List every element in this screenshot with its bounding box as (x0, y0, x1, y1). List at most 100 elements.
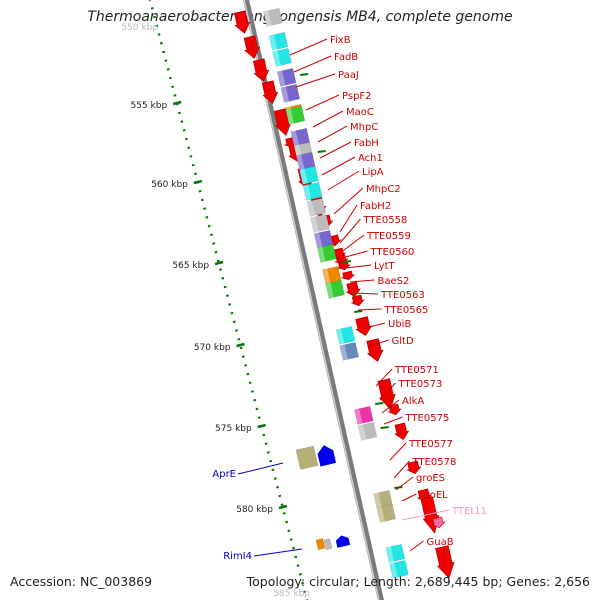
cog-block-shine (325, 282, 334, 299)
cog-block-shape (354, 405, 374, 425)
kbp-tick-label: 555 kbp (131, 101, 168, 111)
cog-block-18 (325, 279, 345, 299)
cog-block-shape (280, 83, 301, 103)
cog-block-shape (357, 421, 378, 441)
cog-block-shape (285, 105, 306, 125)
cog-block-shine (314, 232, 323, 249)
cog-block-shape (325, 279, 345, 299)
cog-block-shine (296, 154, 305, 171)
rimi4-cog-block-grey (323, 538, 333, 551)
gene-leader-line (321, 156, 356, 176)
genome-summary-text: Topology: circular; Length: 2,689,445 bp… (246, 574, 590, 589)
gene-leader-line (317, 125, 348, 143)
gene-leader-line (349, 279, 375, 283)
cog-block-16 (317, 243, 337, 263)
cog-block-shine (268, 34, 278, 51)
gene-leader-line (339, 234, 365, 254)
gene-arrow-shape (366, 338, 384, 362)
gene-leader-line-left (237, 462, 284, 475)
kbp-tick-label: 565 kbp (172, 261, 209, 271)
shape (317, 445, 337, 467)
trna-gene-arrow (431, 516, 446, 529)
gene-label-gltd: GltD (392, 336, 414, 347)
gene-label-tte0573: TTE0573 (398, 379, 443, 390)
gene-leader-line (375, 368, 393, 387)
cog-block-shape (276, 67, 297, 87)
gene-label-tte0563: TTE0563 (380, 290, 425, 301)
cog-block-shine (354, 408, 363, 425)
gene-arrow-shape (406, 460, 422, 475)
cog-block-shape (335, 325, 356, 345)
cog-block-shine (376, 506, 385, 523)
gene-arrow-shape (340, 270, 356, 281)
cog-block-shape (299, 165, 319, 185)
lane-tick-2 (317, 150, 326, 153)
kbp-tick-mark (278, 504, 288, 510)
forward-gene-17 (350, 294, 366, 307)
gene-leader-line (312, 110, 344, 128)
kbp-tick-label: 575 kbp (215, 424, 252, 434)
lane-tick-4 (354, 310, 363, 313)
lane-tick-7 (394, 486, 403, 489)
cog-block-shine (272, 50, 281, 67)
cog-block-25 (385, 543, 406, 563)
gene-label-rimi4: RimI4 (223, 551, 252, 562)
cog-block-shine (373, 492, 382, 509)
cog-block-17 (322, 265, 342, 285)
gene-leader-line (393, 460, 410, 479)
forward-gene-21 (387, 403, 402, 416)
gene-leader-line (339, 204, 358, 233)
gene-label-paaj: PaaJ (338, 70, 359, 81)
cog-block-shine (336, 328, 345, 345)
cog-block-10 (296, 151, 316, 171)
cog-block-shine (310, 216, 319, 233)
gene-label-tte0575: TTE0575 (405, 413, 450, 424)
gene-label-tte0571: TTE0571 (394, 365, 439, 376)
cog-block-shape (272, 47, 292, 67)
gene-label-alka: AlkA (402, 396, 424, 407)
gene-leader-line (381, 399, 400, 414)
gene-leader-line (333, 187, 364, 215)
cog-block-21 (354, 405, 374, 425)
gene-label-ttet11: TTEt11 (451, 506, 487, 517)
forward-gene-19 (366, 338, 384, 362)
cog-block-22 (357, 421, 378, 441)
apre-gene-arrow (317, 445, 337, 467)
cog-block-shine (280, 86, 290, 103)
gene-leader-line (305, 94, 340, 111)
cog-block-7 (285, 105, 306, 125)
gene-leader-line (389, 442, 407, 461)
gene-label-pspf2: PspF2 (342, 91, 372, 102)
gene-arrow-shape (435, 545, 455, 579)
lane-tick-6 (380, 426, 389, 429)
shape (323, 538, 333, 551)
gene-label-maoc: MaoC (346, 107, 374, 118)
gene-leader-line (341, 250, 368, 259)
rimi4-gene-arrow (335, 535, 351, 548)
shape (315, 538, 326, 551)
gene-leader-line (357, 308, 382, 311)
cog-block-3 (272, 47, 292, 67)
gene-arrow-shape (243, 35, 260, 59)
gene-label-lipa: LipA (362, 167, 384, 178)
kbp-tick-mark (193, 179, 203, 185)
cog-block-shape (376, 503, 396, 523)
gene-arrow-shape (355, 316, 373, 336)
kbp-tick-mark (214, 260, 224, 266)
cog-block-shine (306, 200, 316, 217)
gene-leader-line (383, 416, 403, 425)
gene-label-fadb: FadB (334, 52, 358, 63)
cog-block-shine (317, 246, 326, 263)
kbp-tick-label: 560 kbp (151, 180, 188, 190)
gene-arrow-shape (262, 80, 279, 104)
cog-block-shape (302, 181, 323, 201)
cog-block-shape (389, 559, 409, 579)
gene-arrow-shape (394, 422, 410, 441)
cog-block-23 (373, 489, 393, 509)
lane-tick-3 (342, 260, 351, 263)
lane-tick-1 (300, 73, 309, 76)
gene-label-fabh: FabH (354, 138, 379, 149)
cog-block-shine (263, 10, 272, 27)
